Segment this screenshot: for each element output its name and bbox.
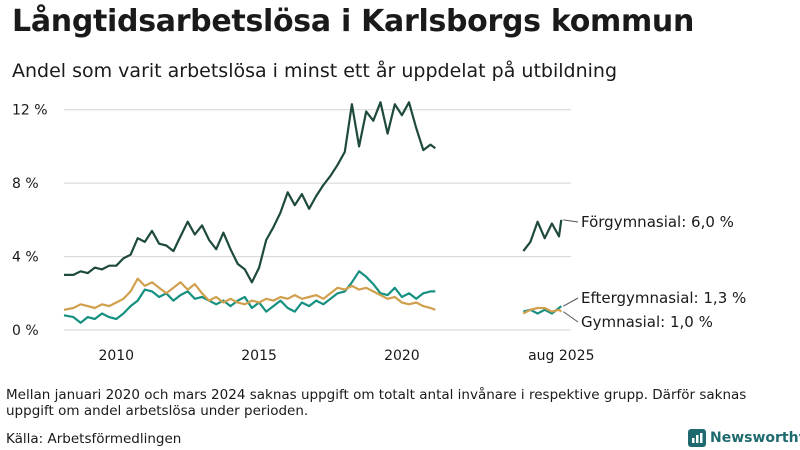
series-line-forgymnasial: [522, 219, 563, 252]
series-label-eftergymnasial: Eftergymnasial: 1,3 %: [581, 289, 746, 307]
source-credit: Källa: Arbetsförmedlingen: [6, 431, 182, 447]
series-lines: [63, 101, 563, 324]
y-tick-label: 8 %: [12, 176, 39, 192]
y-tick-label: 0 %: [12, 323, 39, 339]
series-label-forgymnasial: Förgymnasial: 6,0 %: [581, 213, 734, 231]
chart-title: Långtidsarbetslösa i Karlsborgs kommun: [12, 4, 695, 39]
y-tick-label: 4 %: [12, 250, 39, 266]
series-line-gymnasial: [522, 306, 562, 315]
chart-subtitle: Andel som varit arbetslösa i minst ett å…: [12, 60, 618, 82]
y-axis-ticks: 0 % 4 % 8 % 12 %: [12, 103, 48, 339]
brand-name: Newsworthy: [710, 430, 800, 446]
label-connector: [563, 311, 579, 323]
y-tick-label: 12 %: [12, 103, 48, 119]
series-line-forgymnasial: [64, 101, 436, 284]
x-tick-label: 2015: [241, 348, 277, 364]
x-tick-label: 2010: [98, 348, 134, 364]
gridlines: [64, 109, 571, 331]
brand-logo[interactable]: Newsworthy: [688, 429, 800, 447]
series-line-gymnasial: [63, 277, 436, 311]
label-connector: [563, 297, 579, 307]
series-line-eftergymnasial: [63, 270, 436, 324]
x-tick-label: aug 2025: [528, 348, 594, 364]
series-end-labels: Förgymnasial: 6,0 % Eftergymnasial: 1,3 %…: [563, 213, 746, 331]
label-connector: [563, 219, 579, 223]
x-axis-ticks: 2010 2015 2020 aug 2025: [98, 348, 594, 364]
newsworthy-logo-icon: [688, 429, 706, 447]
x-tick-label: 2020: [384, 348, 420, 364]
series-label-gymnasial: Gymnasial: 1,0 %: [581, 313, 713, 331]
footnote: Mellan januari 2020 och mars 2024 saknas…: [6, 387, 747, 419]
